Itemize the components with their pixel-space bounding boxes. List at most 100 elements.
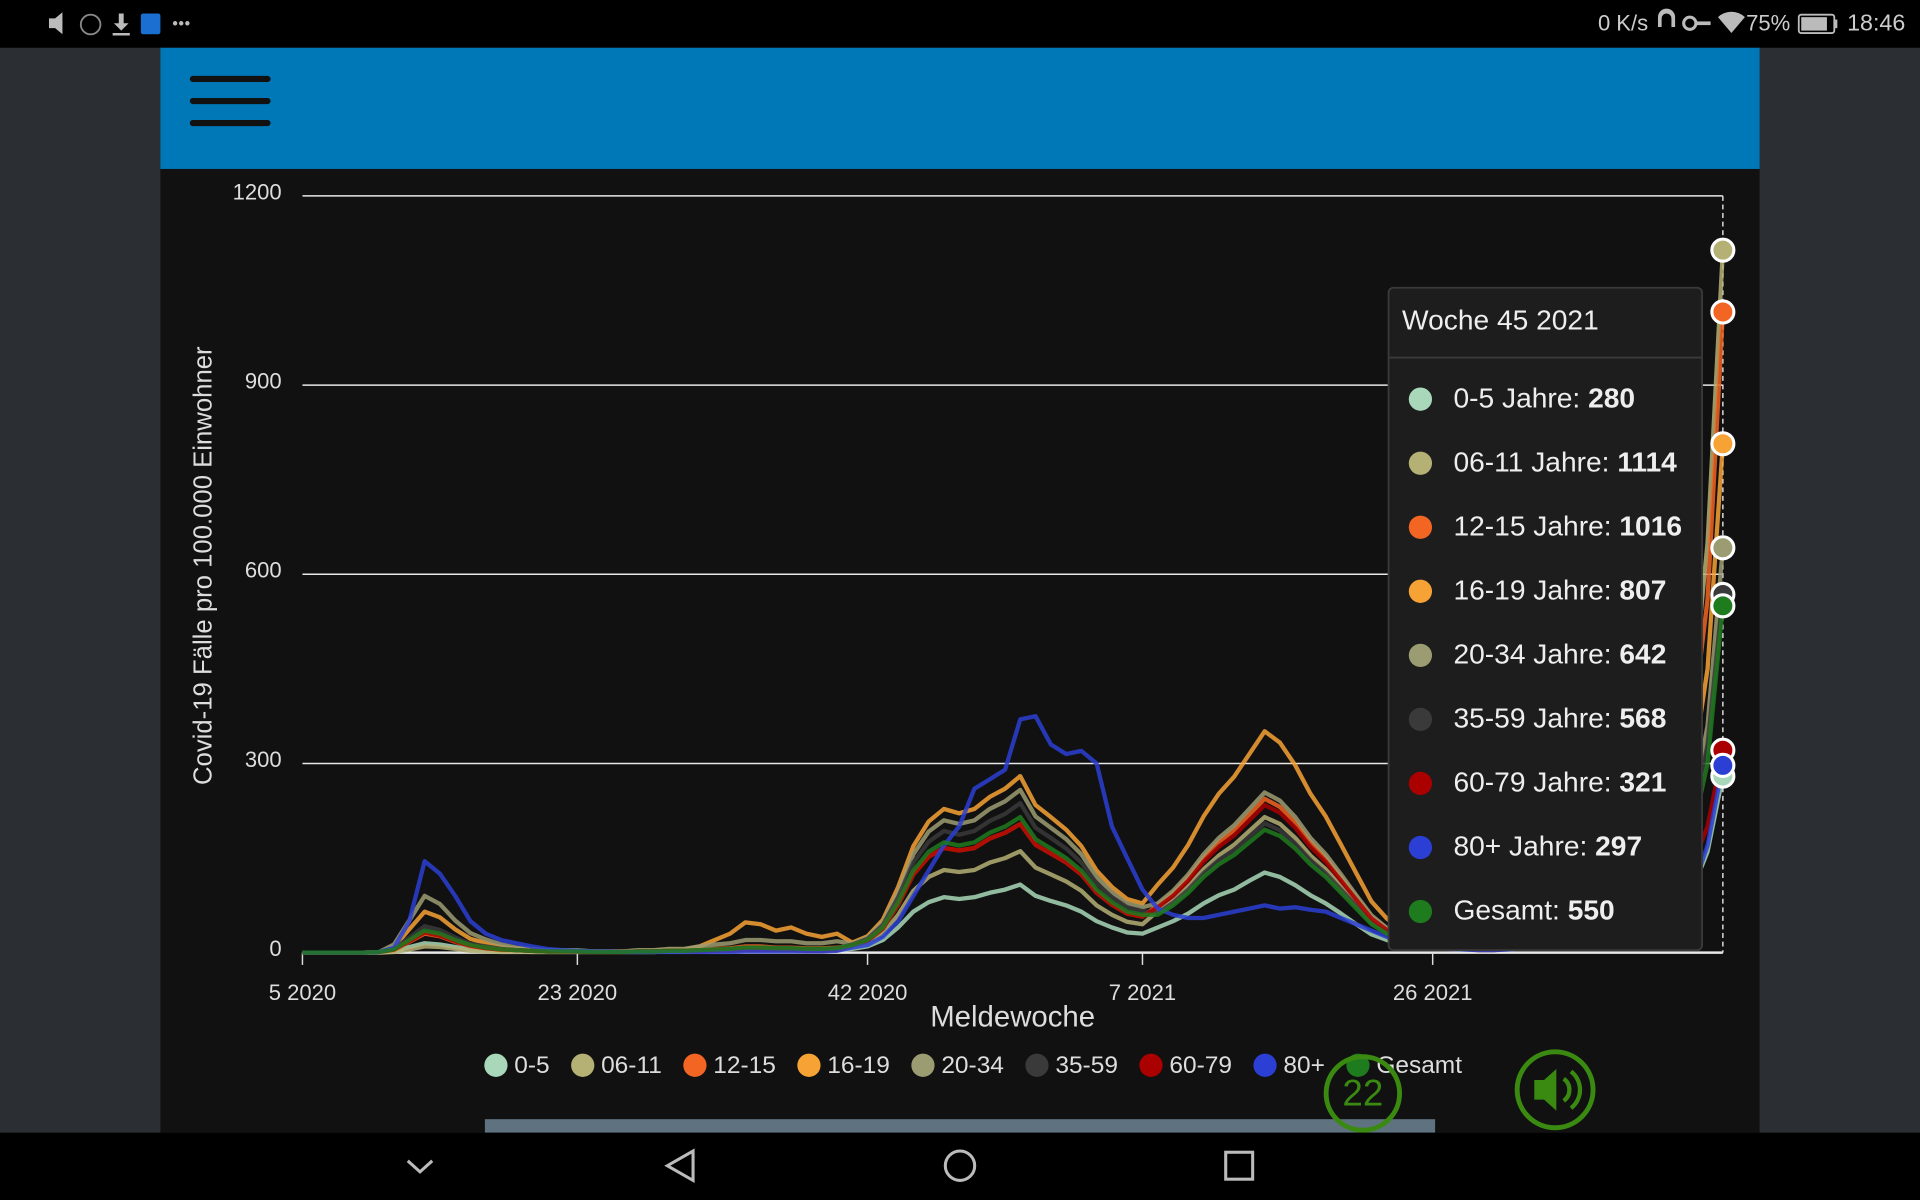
y-tick-label: 1200 (233, 179, 282, 204)
x-tick-label: 5 2020 (269, 980, 336, 1005)
tooltip-label: 35-59 Jahre: (1453, 703, 1611, 734)
nav-bar (0, 1132, 1920, 1200)
tooltip-label: 80+ Jahre: (1453, 831, 1587, 862)
tooltip-row: 0-5 Jahre: 280 (1453, 383, 1635, 414)
tooltip-swatch (1408, 579, 1433, 603)
info-icon (79, 13, 102, 36)
tooltip-value: 550 (1568, 895, 1615, 926)
app-header (160, 47, 1760, 169)
nav-back[interactable] (664, 1148, 695, 1184)
tooltip-swatch (1408, 899, 1433, 924)
shield-icon (140, 13, 161, 35)
key-icon (1695, 21, 1711, 26)
battery-tip (1834, 19, 1838, 29)
clock: 18:46 (1847, 10, 1905, 36)
y-tick-label: 600 (245, 558, 282, 583)
dot (179, 21, 184, 26)
tooltip-row: 06-11 Jahre: 1114 (1453, 447, 1677, 478)
hover-marker (1710, 752, 1736, 778)
legend-label: 20-34 (941, 1052, 1004, 1079)
battery-level (1801, 17, 1827, 31)
status-bar (0, 0, 1920, 48)
legend-label: 35-59 (1055, 1052, 1118, 1079)
tooltip-label: 20-34 Jahre: (1453, 639, 1611, 670)
hover-marker (1710, 237, 1736, 263)
tooltip-value: 280 (1588, 383, 1635, 414)
sound-waves (1562, 1069, 1583, 1110)
legend-swatch (797, 1053, 821, 1077)
legend-swatch (1253, 1053, 1277, 1077)
x-tick-label: 42 2020 (828, 980, 908, 1005)
tooltip-label: 60-79 Jahre: (1453, 767, 1611, 798)
nav-collapse[interactable] (406, 1159, 434, 1174)
battery-percent: 75% (1746, 10, 1790, 35)
tooltip-box (1387, 286, 1703, 952)
tooltip-value: 642 (1619, 639, 1666, 670)
tooltip-row: 12-15 Jahre: 1016 (1453, 511, 1682, 542)
hover-marker (1710, 593, 1736, 619)
legend-swatch (911, 1053, 935, 1077)
menu-bar (189, 97, 271, 105)
menu-button[interactable] (189, 75, 271, 127)
legend-label: 06-11 (601, 1052, 662, 1079)
download-icon (112, 13, 130, 36)
tooltip-label: 06-11 Jahre: (1453, 447, 1609, 478)
legend-swatch (1025, 1053, 1049, 1077)
headset-icon (1657, 8, 1676, 27)
legend-swatch (1139, 1053, 1163, 1077)
tooltip-label: 16-19 Jahre: (1453, 575, 1611, 606)
menu-bar (189, 120, 271, 127)
hover-marker (1710, 299, 1736, 325)
tooltip-swatch (1408, 771, 1433, 796)
tooltip-row: 80+ Jahre: 297 (1453, 831, 1642, 862)
tooltip-value: 321 (1619, 767, 1666, 798)
tooltip-swatch (1408, 451, 1433, 475)
dot (172, 21, 178, 26)
y-tick-label: 300 (245, 747, 282, 772)
legend-swatch (484, 1053, 508, 1077)
tooltip-swatch (1408, 835, 1433, 860)
nav-home[interactable] (943, 1149, 977, 1182)
legend-label: 80+ (1283, 1052, 1325, 1079)
tooltip-value: 297 (1595, 831, 1642, 862)
nav-recents[interactable] (1224, 1150, 1255, 1181)
y-axis-title: Covid-19 Fälle pro 100.000 Einwohner (189, 346, 217, 785)
tooltip-value: 1016 (1619, 511, 1682, 542)
tooltip-title: Woche 45 2021 (1402, 304, 1599, 335)
legend-swatch (683, 1053, 707, 1077)
hover-marker (1710, 431, 1736, 457)
legend-label: 12-15 (713, 1052, 776, 1079)
legend-label: 16-19 (827, 1052, 890, 1079)
status-icons (48, 8, 1838, 36)
menu-bar (189, 75, 271, 83)
legend-swatch (571, 1053, 595, 1077)
tooltip-row: 60-79 Jahre: 321 (1453, 767, 1666, 798)
dot (185, 21, 190, 26)
legend-label: Gesamt (1376, 1052, 1462, 1079)
speaker-icon (1534, 1068, 1557, 1111)
hover-marker (1710, 535, 1736, 561)
y-tick-label: 900 (245, 368, 282, 393)
tooltip-row: 16-19 Jahre: 807 (1453, 575, 1666, 606)
tooltip-label: 0-5 Jahre: (1453, 383, 1580, 414)
tooltip-value: 1114 (1617, 447, 1677, 478)
badge-ring[interactable] (1323, 1054, 1403, 1133)
tooltip-label: Gesamt: (1453, 895, 1559, 926)
tooltip-row: 35-59 Jahre: 568 (1453, 703, 1666, 734)
y-tick-label: 0 (269, 936, 281, 961)
sound-ring (1514, 1049, 1596, 1131)
tooltip-swatch (1408, 387, 1433, 411)
scrollbar[interactable] (484, 1119, 1436, 1133)
tooltip-value: 807 (1619, 575, 1666, 606)
legend-label: 0-5 (514, 1052, 549, 1079)
network-speed: 0 K/s (1598, 10, 1648, 35)
tooltip-value: 568 (1619, 703, 1666, 734)
badge-count[interactable]: 22 (1342, 1073, 1383, 1114)
tooltip-swatch (1408, 515, 1433, 539)
x-tick-label: 23 2020 (538, 980, 618, 1005)
sound-button[interactable] (1514, 1049, 1596, 1131)
tooltip: Woche 45 2021 0-5 Jahre: 280 06-11 Jahre:… (1387, 286, 1703, 952)
wifi-icon (1717, 11, 1745, 34)
